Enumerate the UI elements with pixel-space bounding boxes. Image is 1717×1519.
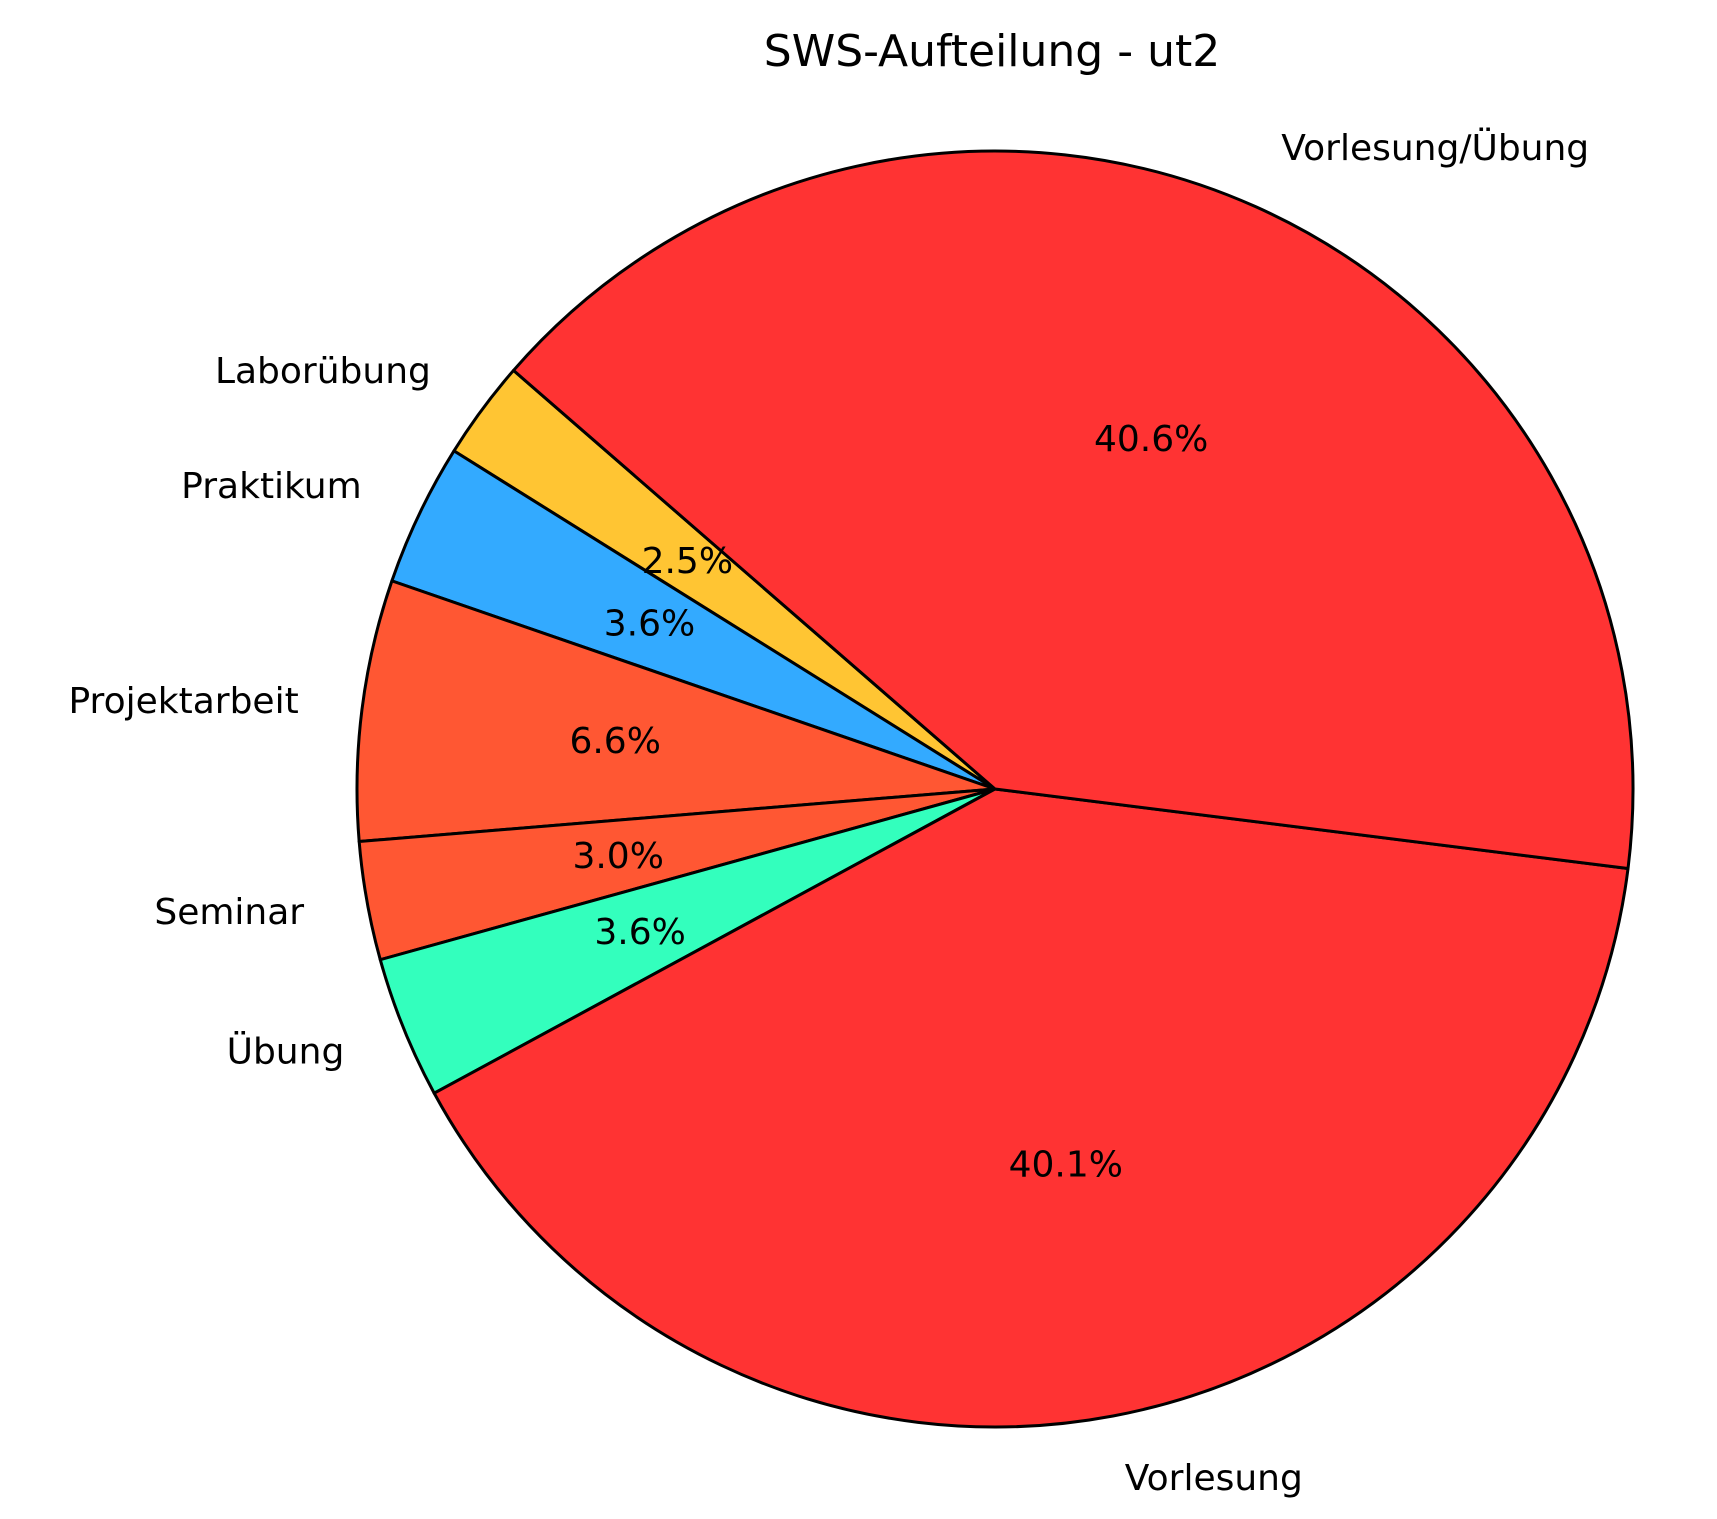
- slice-label-uebung: Übung: [227, 1030, 345, 1072]
- pie-slices: [355, 149, 1635, 1429]
- slice-label-vorlesung-uebung: Vorlesung/Übung: [1281, 127, 1589, 169]
- slice-label-laboruebung: Laborübung: [215, 351, 431, 392]
- pie-labels: Laborübung 2.5% Praktikum 3.6% Projektarbeit…: [68, 127, 1589, 1499]
- slice-label-vorlesung: Vorlesung: [1125, 1458, 1303, 1499]
- pie-slice-vorlesung: [432, 787, 1630, 1429]
- slice-label-seminar: Seminar: [154, 892, 304, 933]
- pct-label-praktikum: 3.6%: [604, 604, 695, 645]
- pct-label-seminar: 3.0%: [572, 836, 663, 877]
- pct-label-vorlesung-uebung: 40.6%: [1094, 419, 1208, 460]
- pie-slice-vorlesung-uebung: [512, 149, 1635, 871]
- chart-title: SWS-Aufteilung - ut2: [764, 26, 1220, 77]
- pct-label-projektarbeit: 6.6%: [569, 721, 660, 762]
- pct-label-uebung: 3.6%: [594, 912, 685, 953]
- pct-label-laboruebung: 2.5%: [642, 541, 733, 582]
- slice-label-projektarbeit: Projektarbeit: [68, 681, 298, 722]
- pct-label-vorlesung: 40.1%: [1009, 1145, 1123, 1186]
- slice-label-praktikum: Praktikum: [181, 466, 362, 507]
- pie-slice-projektarbeit: [355, 579, 997, 843]
